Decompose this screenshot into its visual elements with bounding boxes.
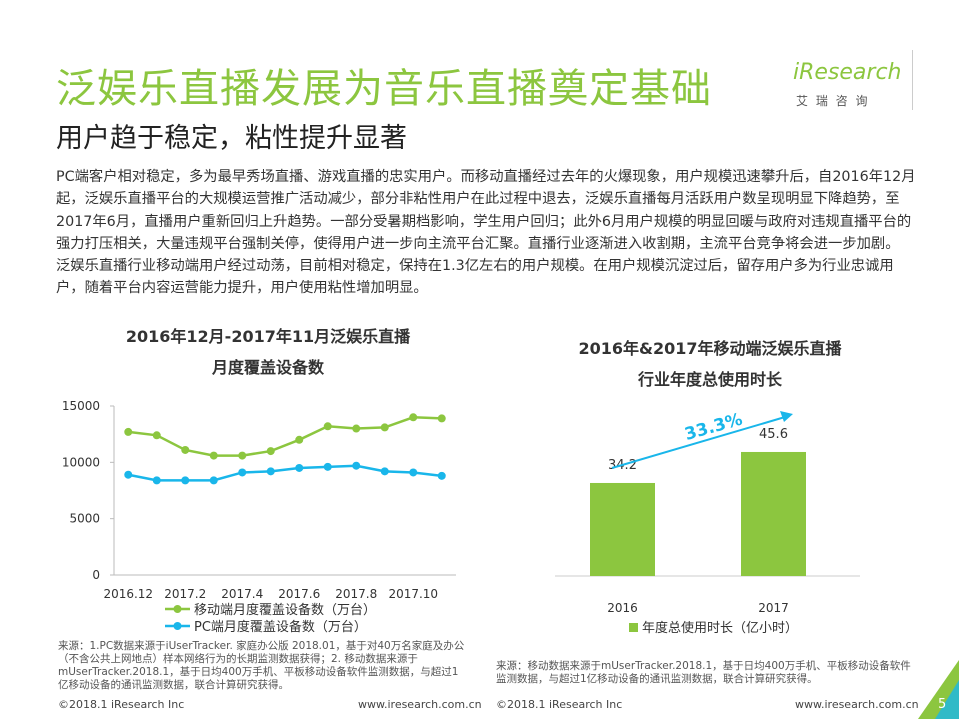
point: [437, 471, 446, 480]
point: [295, 463, 304, 472]
x-tick-label: 2017.10: [388, 587, 438, 601]
point: [323, 422, 332, 431]
y-tick-label: 0: [92, 568, 100, 582]
chart-subtitle: 月度覆盖设备数: [211, 358, 325, 377]
legend-label: 移动端月度覆盖设备数（万台）: [194, 602, 376, 618]
x-tick-label: 2017.6: [278, 587, 320, 601]
point: [181, 476, 190, 485]
arrow-head: [780, 411, 793, 422]
legend-marker: [173, 622, 182, 630]
point: [152, 431, 161, 440]
y-tick-label: 15000: [62, 399, 100, 413]
divider: [912, 50, 913, 110]
point: [266, 467, 275, 476]
slide-subtitle: 用户趋于稳定，粘性提升显著: [56, 123, 407, 154]
series-line: [128, 416, 442, 457]
point: [380, 467, 389, 476]
point: [209, 476, 218, 485]
source-note: 来源：移动数据来源于mUserTracker.2018.1，基于日均400万手机…: [496, 660, 911, 685]
point: [409, 468, 418, 477]
point: [181, 445, 190, 454]
point: [124, 470, 133, 479]
legend-label: PC端月度覆盖设备数（万台）: [194, 619, 367, 635]
series-line: [128, 464, 442, 482]
slide-title: 泛娱乐直播发展为音乐直播奠定基础: [56, 66, 712, 112]
point: [352, 424, 361, 433]
chart-title: 2016年&2017年移动端泛娱乐直播: [578, 339, 842, 358]
x-tick-label: 2016.12: [103, 587, 153, 601]
copyright: ©2018.1 iResearch Inc: [58, 698, 185, 711]
x-tick-label: 2017.4: [221, 587, 263, 601]
url: www.iresearch.com.cn: [795, 698, 919, 711]
x-tick-label: 2017.2: [164, 587, 206, 601]
point: [238, 468, 247, 477]
legend-marker: [173, 605, 182, 613]
point: [266, 447, 275, 456]
y-tick-label: 10000: [62, 455, 100, 469]
point: [295, 435, 304, 444]
bar: [590, 482, 655, 576]
x-tick-label: 2016: [607, 601, 638, 615]
body-text: PC端客户相对稳定，多为最早秀场直播、游戏直播的忠实用户。而移动直播经过去年的火…: [56, 166, 918, 300]
point: [124, 427, 133, 436]
growth-arrow: [611, 416, 786, 469]
logo-cn: 艾 瑞 咨 询: [796, 94, 870, 108]
point: [209, 451, 218, 460]
annotation: 33.3%: [683, 409, 745, 444]
paragraph: 泛娱乐直播行业移动端用户经过动荡，目前相对稳定，保持在1.3亿左右的用户规模。在…: [56, 258, 894, 297]
point: [380, 423, 389, 432]
page-number: 5: [938, 697, 946, 712]
point: [352, 461, 361, 470]
bar: [741, 451, 806, 576]
source-note: 来源：1.PC数据来源于iUserTracker. 家庭办公版 2018.01，…: [58, 640, 465, 691]
paragraph: PC端客户相对稳定，多为最早秀场直播、游戏直播的忠实用户。而移动直播经过去年的火…: [56, 169, 916, 252]
chart-title: 2016年12月-2017年11月泛娱乐直播: [126, 327, 411, 346]
point: [323, 462, 332, 471]
legend-swatch: [629, 623, 638, 632]
x-tick-label: 2017.8: [335, 587, 377, 601]
point: [238, 451, 247, 460]
value-label: 45.6: [759, 427, 788, 442]
legend-label: 年度总使用时长（亿小时）: [642, 620, 798, 636]
point: [152, 476, 161, 485]
chart-subtitle: 行业年度总使用时长: [637, 370, 783, 389]
logo: iResearch: [793, 60, 902, 85]
point: [437, 414, 446, 423]
x-tick-label: 2017: [758, 601, 789, 615]
copyright: ©2018.1 iResearch Inc: [496, 698, 623, 711]
corner-decoration: [935, 680, 959, 719]
url: www.iresearch.com.cn: [358, 698, 482, 711]
y-tick-label: 5000: [69, 512, 100, 526]
point: [409, 413, 418, 422]
